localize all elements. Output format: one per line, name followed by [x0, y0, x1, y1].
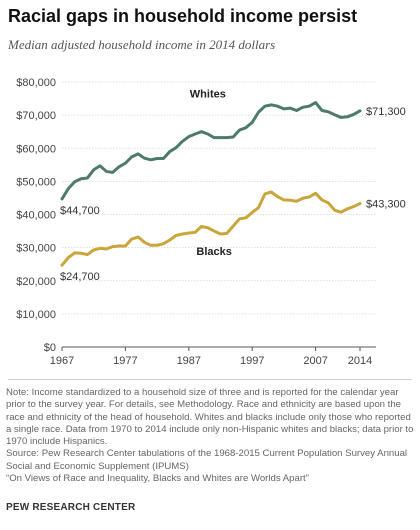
x-tick-label: 2014 [348, 355, 372, 367]
series-label-blacks: Blacks [196, 246, 231, 258]
start-label-blacks: $24,700 [60, 271, 100, 283]
x-tick-label: 1967 [50, 355, 74, 367]
y-tick-label: $50,000 [16, 176, 56, 188]
notes: Note: Income standardized to a household… [6, 387, 414, 485]
y-tick-label: $30,000 [16, 243, 56, 255]
y-axis-labels: $0 $10,000 $20,000 $30,000 $40,000 $50,000 $60… [16, 77, 56, 354]
series-lines [60, 101, 362, 267]
line-chart: $0 $10,000 $20,000 $30,000 $40,000 $50,000 $60… [16, 77, 406, 367]
series-label-whites: Whites [190, 89, 226, 101]
series-line-blacks [60, 190, 362, 267]
y-tick-label: $0 [44, 342, 56, 354]
chart-subtitle: Median adjusted household income in 2014… [8, 37, 276, 52]
series-line-whites [60, 101, 362, 201]
gridlines [62, 81, 376, 348]
y-tick-label: $60,000 [16, 143, 56, 155]
y-tick-label: $10,000 [16, 309, 56, 321]
end-label-whites: $71,300 [366, 106, 406, 118]
y-tick-label: $70,000 [16, 110, 56, 122]
chart-title: Racial gaps in household income persist [8, 6, 358, 26]
divider [8, 379, 412, 380]
note-text: Note: Income standardized to a household… [6, 387, 414, 448]
x-tick-label: 2007 [303, 355, 327, 367]
annotations: $44,700 $24,700 $71,300 $43,300 Whites Blacks [60, 89, 406, 284]
report-title: “On Views of Race and Inequality, Blacks… [6, 473, 309, 485]
x-tick-label: 1997 [240, 355, 264, 367]
y-tick-label: $20,000 [16, 276, 56, 288]
y-tick-label: $80,000 [16, 77, 56, 89]
y-tick-label: $40,000 [16, 210, 56, 222]
footer-brand: PEW RESEARCH CENTER [6, 502, 136, 513]
x-axis-labels: 1967 1977 1987 1997 2007 2014 [50, 347, 372, 367]
start-label-whites: $44,700 [60, 205, 100, 217]
end-label-blacks: $43,300 [366, 199, 406, 211]
x-tick-label: 1987 [177, 355, 201, 367]
source-text: Source: Pew Research Center tabulations … [6, 448, 408, 472]
x-tick-label: 1977 [113, 355, 137, 367]
